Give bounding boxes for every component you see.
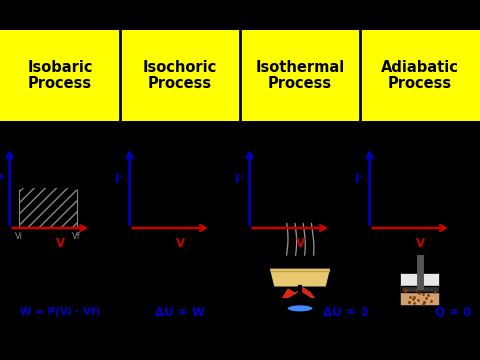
Bar: [120, 30, 240, 121]
Text: 2: 2: [74, 171, 81, 181]
Text: 1: 1: [252, 144, 258, 154]
Text: P: P: [235, 173, 243, 186]
Text: Isobaric
Process: Isobaric Process: [27, 60, 93, 91]
Text: ΔU = W: ΔU = W: [155, 306, 205, 319]
Polygon shape: [281, 287, 317, 301]
Text: Vf: Vf: [72, 231, 81, 240]
Text: V: V: [416, 237, 425, 249]
Text: V: V: [296, 237, 305, 249]
Bar: [401, 287, 439, 305]
Text: 1: 1: [17, 171, 24, 181]
Ellipse shape: [287, 305, 313, 312]
Bar: [0, 30, 120, 121]
Text: 2: 2: [169, 150, 176, 161]
Text: P: P: [115, 173, 123, 186]
Text: Q = 0: Q = 0: [435, 306, 472, 319]
Text: P: P: [0, 173, 3, 186]
Text: W = P(Vi - Vf): W = P(Vi - Vf): [20, 307, 100, 317]
Polygon shape: [269, 268, 331, 287]
Text: Adiabatic
Process: Adiabatic Process: [381, 60, 459, 91]
Bar: [240, 30, 360, 121]
Bar: [399, 273, 441, 306]
Text: 1: 1: [169, 215, 176, 224]
Text: V: V: [56, 237, 65, 249]
Text: Vi: Vi: [15, 231, 24, 240]
Text: 2: 2: [448, 218, 455, 228]
Text: Isothermal
Process: Isothermal Process: [255, 60, 345, 91]
Text: ΔU = 0: ΔU = 0: [323, 306, 368, 319]
Bar: [360, 30, 480, 121]
Text: V: V: [176, 237, 185, 249]
Text: Constant
Volume: Constant Volume: [155, 246, 205, 267]
Text: Constant
Pressure: Constant Pressure: [35, 246, 85, 267]
Bar: [400, 286, 440, 292]
Text: 1: 1: [372, 144, 378, 154]
Text: P: P: [355, 173, 363, 186]
Text: 2: 2: [328, 197, 335, 207]
Text: Isochoric
Process: Isochoric Process: [143, 60, 217, 91]
Bar: [19, 186, 76, 228]
